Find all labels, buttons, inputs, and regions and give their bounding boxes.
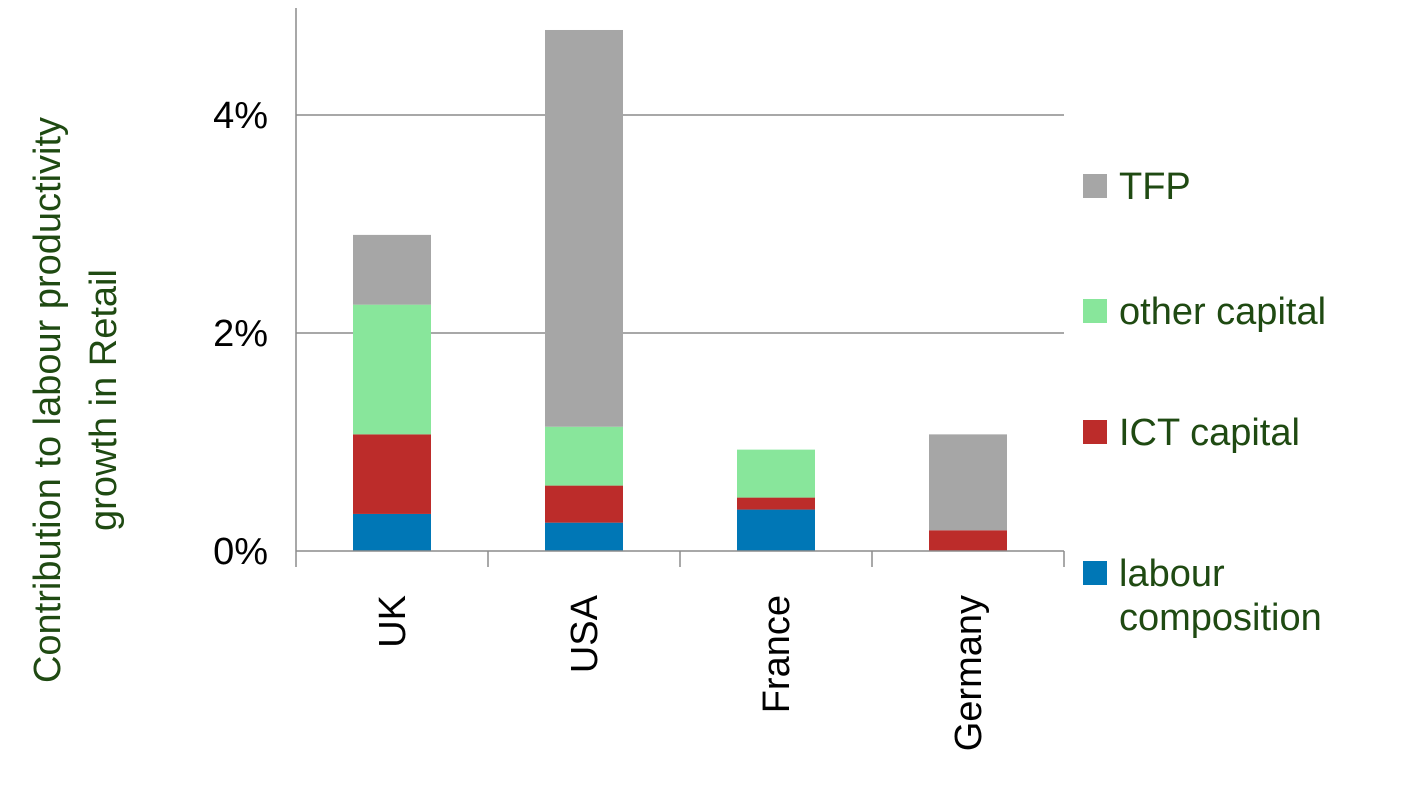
y-axis-label-line-2: growth in Retail [83,269,125,531]
legend: TFP other capital ICT capital labourcomposi… [1083,166,1326,639]
legend-label: labour [1119,553,1225,595]
category-label: UK [372,595,414,648]
bar-segment [353,513,431,551]
bar-segment [353,304,431,435]
y-tick-label: 4% [213,95,268,137]
legend-label: TFP [1119,166,1191,208]
bar-segment [737,497,815,510]
legend-swatch [1083,420,1107,444]
bar-segment [929,434,1007,531]
legend-label: other capital [1119,291,1326,333]
y-axis-label: Contribution to labour productivity grow… [27,117,125,683]
y-tick-label: 0% [213,531,268,573]
bar-segment [545,485,623,523]
legend-swatch [1083,174,1107,198]
y-tick-labels: 0% 2% 4% [213,95,268,573]
legend-swatch [1083,299,1107,323]
y-tick-label: 2% [213,313,268,355]
category-label: Germany [948,595,990,751]
category-label: France [756,595,798,713]
bar-segment [545,29,623,427]
category-label: USA [564,594,606,673]
bar-segment [737,509,815,551]
bar-segment [353,434,431,514]
axes [295,8,1065,567]
bar-segment [545,522,623,551]
category-labels: UK USA France Germany [372,594,990,751]
legend-swatch [1083,561,1107,585]
y-axis-label-line-1: Contribution to labour productivity [27,117,69,683]
bar-segment [545,426,623,486]
legend-label: ICT capital [1119,412,1300,454]
bars [353,29,1007,551]
bar-segment [737,449,815,498]
bar-segment [929,530,1007,551]
legend-label: composition [1119,597,1322,639]
bar-segment [353,234,431,305]
